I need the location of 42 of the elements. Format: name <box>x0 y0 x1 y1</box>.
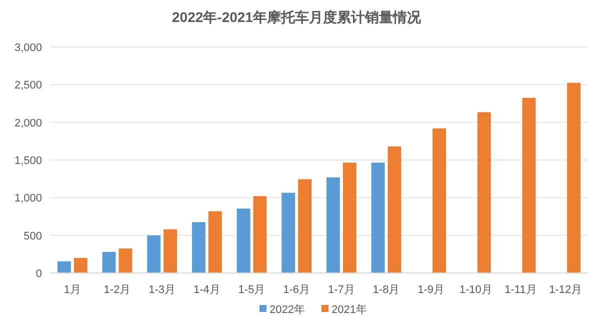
bar <box>147 235 161 273</box>
y-tick-label: 2,000 <box>14 117 42 130</box>
y-tick-label: 500 <box>24 230 42 242</box>
bar <box>236 208 250 273</box>
x-tick-label: 1-2月 <box>104 284 131 296</box>
x-tick-label: 1-6月 <box>283 284 310 296</box>
y-tick-label: 1,500 <box>14 155 42 167</box>
x-tick-label: 1-4月 <box>193 284 220 296</box>
x-tick-label: 1-3月 <box>148 284 176 296</box>
bar <box>432 128 446 273</box>
x-tick-label: 1-11月 <box>504 284 537 296</box>
bar <box>164 229 178 273</box>
bar <box>57 261 71 273</box>
x-tick-label: 1-9月 <box>418 284 445 296</box>
x-tick-label: 1-8月 <box>372 284 400 296</box>
x-tick-label: 1-5月 <box>238 284 266 296</box>
bar <box>298 179 312 273</box>
legend-label: 2021年 <box>332 304 367 316</box>
bar <box>522 98 536 273</box>
y-tick-label: 3,000 <box>14 42 42 54</box>
bar <box>208 211 222 273</box>
y-tick-label: 0 <box>36 268 42 280</box>
bar <box>371 162 385 273</box>
bar <box>118 248 132 273</box>
bar <box>102 252 116 273</box>
x-tick-label: 1-10月 <box>459 284 492 296</box>
chart-title: 2022年-2021年摩托车月度累计销量情况 <box>172 9 422 25</box>
y-tick-label: 1,000 <box>14 192 42 205</box>
x-tick-label: 1月 <box>64 284 81 296</box>
bar <box>388 146 402 273</box>
bar <box>192 222 206 273</box>
bar <box>342 162 356 273</box>
legend-label: 2022年 <box>270 304 305 316</box>
bar <box>477 112 491 273</box>
bar <box>567 82 581 273</box>
bar <box>253 196 267 273</box>
bar <box>326 177 340 273</box>
bar <box>282 192 296 273</box>
x-tick-label: 1-12月 <box>549 284 582 296</box>
y-tick-label: 2,500 <box>14 80 42 92</box>
x-tick-label: 1-7月 <box>328 284 355 296</box>
bar <box>74 258 88 273</box>
